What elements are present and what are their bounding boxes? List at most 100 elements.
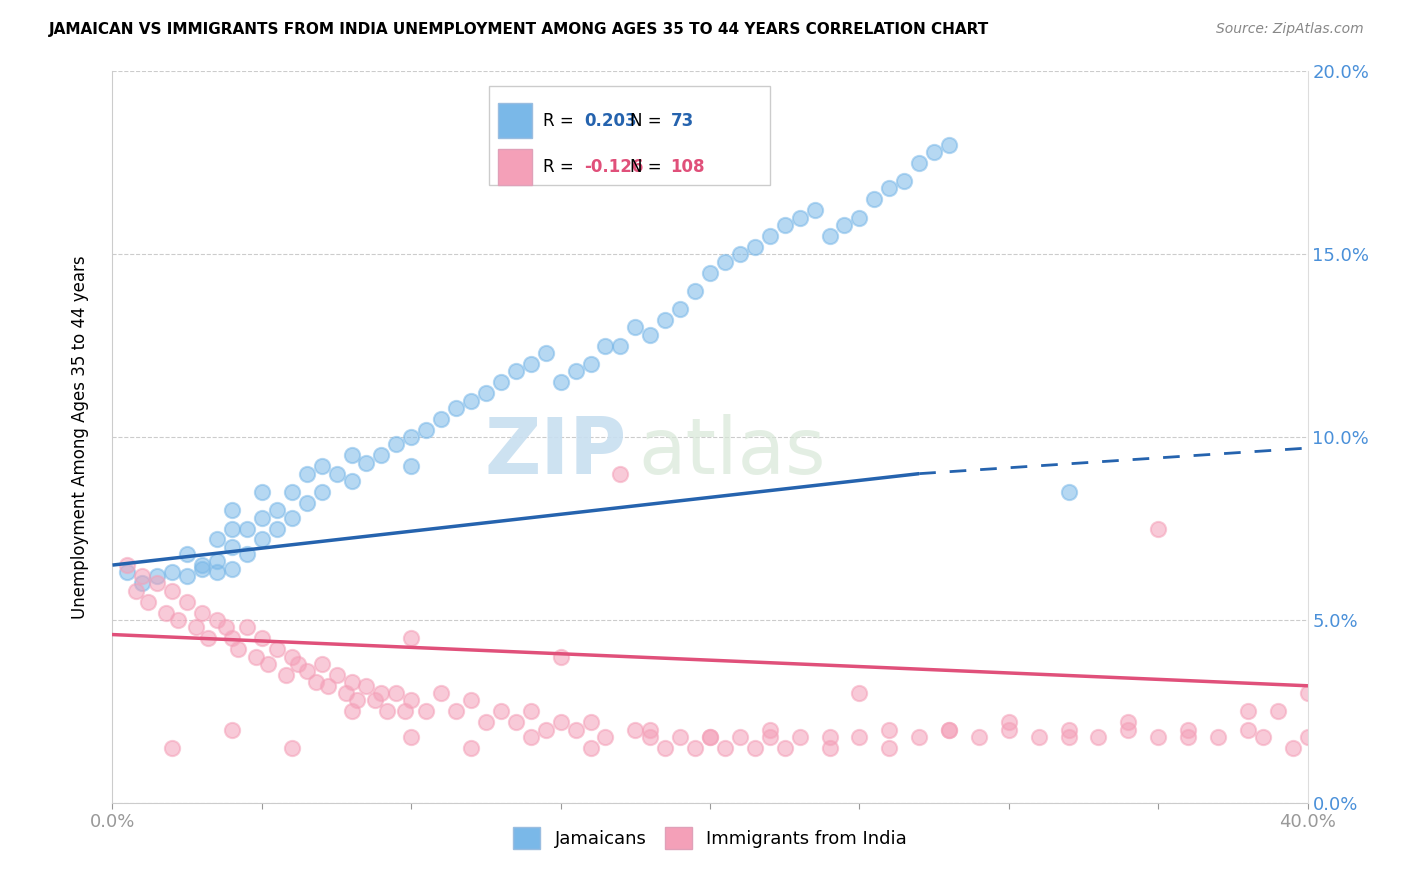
Point — [236, 521, 259, 535]
Point — [505, 715, 527, 730]
Point — [489, 375, 512, 389]
Point — [818, 730, 841, 744]
Point — [564, 723, 586, 737]
Point — [221, 723, 243, 737]
Point — [191, 562, 214, 576]
Point — [205, 566, 228, 580]
Point — [205, 554, 228, 568]
Point — [370, 686, 392, 700]
Point — [311, 459, 333, 474]
Point — [654, 740, 676, 755]
Y-axis label: Unemployment Among Ages 35 to 44 years: Unemployment Among Ages 35 to 44 years — [70, 255, 89, 619]
Point — [325, 667, 347, 681]
Point — [176, 569, 198, 583]
Point — [699, 266, 721, 280]
Point — [879, 740, 901, 755]
Point — [728, 730, 751, 744]
Point — [460, 740, 482, 755]
Point — [176, 547, 198, 561]
Point — [818, 229, 841, 244]
Text: R =: R = — [543, 112, 579, 129]
Text: N =: N = — [630, 112, 666, 129]
Point — [295, 467, 318, 481]
Point — [1237, 705, 1260, 719]
Point — [1281, 740, 1303, 755]
Text: JAMAICAN VS IMMIGRANTS FROM INDIA UNEMPLOYMENT AMONG AGES 35 TO 44 YEARS CORRELA: JAMAICAN VS IMMIGRANTS FROM INDIA UNEMPL… — [49, 22, 990, 37]
Point — [595, 730, 617, 744]
Point — [1177, 723, 1199, 737]
Point — [287, 657, 309, 671]
Point — [773, 218, 796, 232]
Point — [475, 386, 498, 401]
Point — [281, 485, 304, 500]
Point — [938, 723, 960, 737]
Point — [138, 594, 160, 608]
Point — [550, 649, 572, 664]
Point — [245, 649, 267, 664]
Point — [744, 240, 766, 254]
Text: -0.126: -0.126 — [585, 158, 644, 176]
Point — [475, 715, 498, 730]
Point — [1267, 705, 1289, 719]
Text: Source: ZipAtlas.com: Source: ZipAtlas.com — [1216, 22, 1364, 37]
Point — [1177, 730, 1199, 744]
Point — [162, 740, 183, 755]
Point — [550, 375, 572, 389]
Point — [1028, 730, 1050, 744]
Point — [162, 566, 183, 580]
Point — [759, 730, 782, 744]
Point — [131, 576, 153, 591]
Point — [340, 448, 363, 462]
Point — [340, 474, 363, 488]
Point — [564, 364, 586, 378]
Point — [340, 705, 363, 719]
Point — [311, 485, 333, 500]
Point — [221, 632, 243, 646]
Point — [998, 723, 1021, 737]
Point — [654, 313, 676, 327]
Point — [1057, 723, 1080, 737]
Point — [759, 229, 782, 244]
Point — [520, 357, 543, 371]
Point — [534, 346, 557, 360]
Point — [908, 730, 931, 744]
Point — [460, 393, 482, 408]
Point — [922, 145, 945, 159]
Point — [221, 503, 243, 517]
Point — [848, 730, 870, 744]
Point — [236, 620, 259, 634]
Point — [579, 740, 602, 755]
Point — [305, 675, 328, 690]
Point — [117, 558, 139, 573]
Point — [191, 558, 214, 573]
Point — [699, 730, 721, 744]
Point — [444, 401, 467, 415]
Point — [176, 594, 198, 608]
Point — [364, 693, 387, 707]
Point — [250, 533, 273, 547]
Point — [595, 338, 617, 352]
Point — [1147, 730, 1170, 744]
Point — [162, 583, 183, 598]
Point — [728, 247, 751, 261]
Point — [879, 181, 901, 195]
Point — [401, 430, 423, 444]
Point — [335, 686, 357, 700]
Point — [266, 642, 288, 657]
Point — [893, 174, 915, 188]
Point — [489, 705, 512, 719]
Point — [205, 613, 228, 627]
Point — [215, 620, 238, 634]
Point — [146, 569, 169, 583]
Point — [1296, 730, 1319, 744]
Point — [744, 740, 766, 755]
Point — [274, 667, 297, 681]
Point — [669, 301, 692, 317]
Point — [401, 730, 423, 744]
Point — [609, 338, 631, 352]
Point — [1057, 485, 1080, 500]
Point — [640, 723, 662, 737]
Point — [226, 642, 249, 657]
Point — [370, 448, 392, 462]
Legend: Jamaicans, Immigrants from India: Jamaicans, Immigrants from India — [506, 820, 914, 856]
